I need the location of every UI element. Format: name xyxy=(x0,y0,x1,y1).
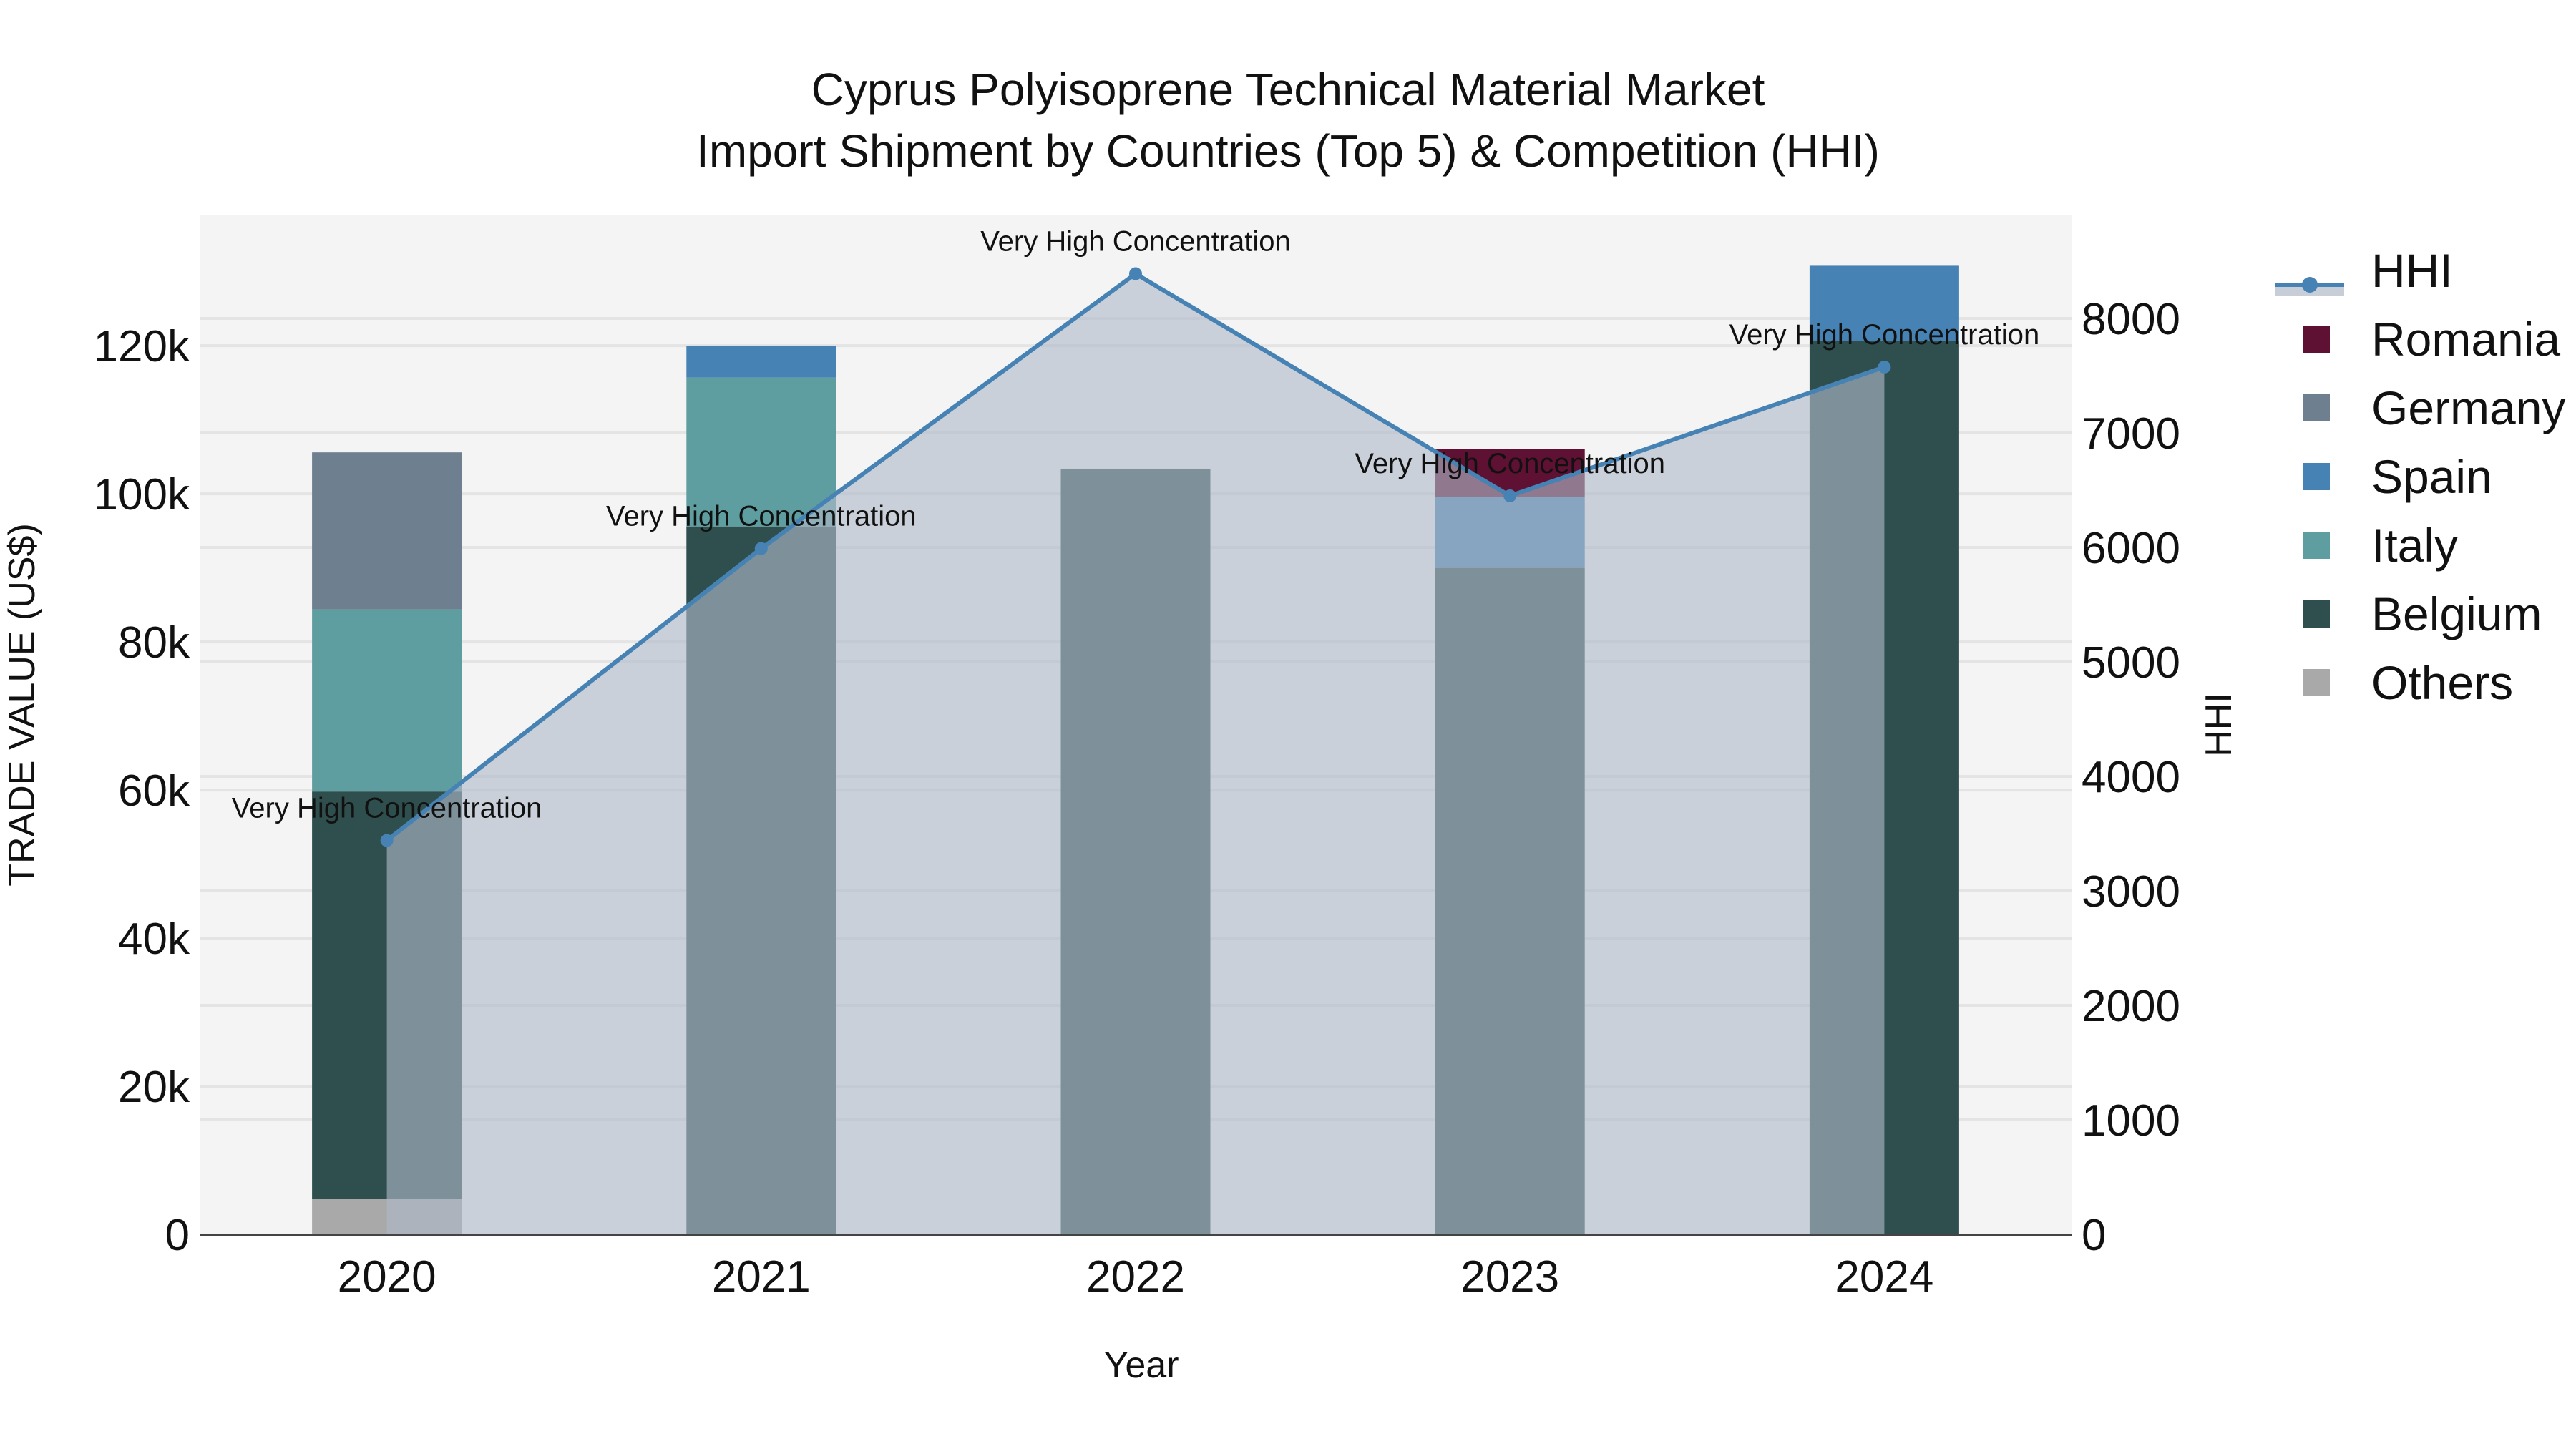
square-swatch-icon xyxy=(2303,463,2330,490)
y-left-tick-label: 20k xyxy=(118,1063,190,1112)
bar-segment-italy[interactable] xyxy=(686,377,836,527)
legend-item-belgium[interactable]: Belgium xyxy=(2275,580,2565,648)
chart-title-line-1: Cyprus Polyisoprene Technical Material M… xyxy=(811,64,1765,115)
square-swatch-icon xyxy=(2303,394,2330,421)
y-axis-right-ticks: 0 1000 2000 3000 4000 5000 6000 7000 8000 xyxy=(2082,295,2180,1260)
legend-item-italy[interactable]: Italy xyxy=(2275,511,2565,580)
line-marker-icon xyxy=(2275,256,2344,296)
hhi-area xyxy=(386,273,1885,1235)
square-swatch-icon xyxy=(2303,326,2330,353)
legend-label: Spain xyxy=(2371,450,2492,503)
bar-segment-spain[interactable] xyxy=(1809,265,1959,341)
hhi-marker[interactable] xyxy=(380,834,394,847)
y-right-tick-label: 5000 xyxy=(2082,638,2180,688)
y-right-tick-label: 3000 xyxy=(2082,867,2180,917)
legend-label: Others xyxy=(2371,656,2514,709)
hhi-line xyxy=(380,267,1891,847)
bar-segment-germany[interactable] xyxy=(312,452,462,610)
hhi-area-fill xyxy=(386,273,1885,1235)
legend-item-others[interactable]: Others xyxy=(2275,648,2565,717)
y-left-tick-label: 100k xyxy=(94,470,190,519)
legend-label: Germany xyxy=(2371,381,2566,434)
legend-item-spain[interactable]: Spain xyxy=(2275,442,2565,511)
hhi-annotation: Very High Concentration xyxy=(606,501,917,532)
y-left-tick-label: 120k xyxy=(94,322,190,371)
hhi-marker[interactable] xyxy=(1503,489,1517,502)
x-tick-label: 2023 xyxy=(1460,1252,1559,1302)
legend: HHI Romania Germany Spain Italy Belgium … xyxy=(2275,236,2565,717)
legend-item-hhi[interactable]: HHI xyxy=(2275,236,2565,305)
hhi-marker[interactable] xyxy=(754,542,768,555)
square-swatch-icon xyxy=(2303,600,2330,628)
legend-item-romania[interactable]: Romania xyxy=(2275,305,2565,374)
legend-label: Romania xyxy=(2371,313,2561,366)
y-axis-right-title: HHI xyxy=(2198,693,2240,757)
y-axis-left-title: TRADE VALUE (US$) xyxy=(1,523,43,887)
square-swatch-icon xyxy=(2303,669,2330,696)
hhi-marker[interactable] xyxy=(1878,360,1891,374)
bar-segment-spain[interactable] xyxy=(686,346,836,378)
hhi-annotation: Very High Concentration xyxy=(980,226,1291,258)
hhi-annotation: Very High Concentration xyxy=(1355,448,1665,479)
legend-label: Italy xyxy=(2371,519,2459,572)
square-swatch-icon xyxy=(2303,532,2330,559)
y-right-tick-label: 0 xyxy=(2082,1211,2106,1260)
x-tick-label: 2020 xyxy=(338,1252,436,1302)
y-left-tick-label: 80k xyxy=(118,618,190,668)
y-right-tick-label: 7000 xyxy=(2082,409,2180,459)
annotations: Very High Concentration Very High Concent… xyxy=(232,226,2039,824)
x-axis-title: Year xyxy=(1103,1345,1179,1386)
hhi-marker[interactable] xyxy=(1129,267,1142,280)
hhi-annotation: Very High Concentration xyxy=(1729,319,2040,351)
y-right-tick-label: 8000 xyxy=(2082,295,2180,344)
legend-label: Belgium xyxy=(2371,587,2542,640)
x-tick-label: 2021 xyxy=(712,1252,811,1302)
y-left-tick-label: 40k xyxy=(118,914,190,964)
y-right-tick-label: 1000 xyxy=(2082,1096,2180,1146)
x-tick-label: 2024 xyxy=(1835,1252,1933,1302)
chart-title-line-2: Import Shipment by Countries (Top 5) & C… xyxy=(696,125,1880,177)
y-left-tick-label: 60k xyxy=(118,766,190,816)
legend-item-germany[interactable]: Germany xyxy=(2275,374,2565,442)
legend-label: HHI xyxy=(2371,244,2453,297)
bar-segment-italy[interactable] xyxy=(312,609,462,792)
y-axis-left-ticks: 0 20k 40k 60k 80k 100k 120k xyxy=(94,322,190,1260)
y-right-tick-label: 4000 xyxy=(2082,753,2180,802)
hhi-annotation: Very High Concentration xyxy=(232,793,542,824)
x-axis-ticks: 2020 2021 2022 2023 2024 xyxy=(338,1252,1934,1302)
y-left-tick-label: 0 xyxy=(165,1211,190,1260)
y-right-tick-label: 2000 xyxy=(2082,982,2180,1031)
y-right-tick-label: 6000 xyxy=(2082,524,2180,573)
x-tick-label: 2022 xyxy=(1086,1252,1185,1302)
